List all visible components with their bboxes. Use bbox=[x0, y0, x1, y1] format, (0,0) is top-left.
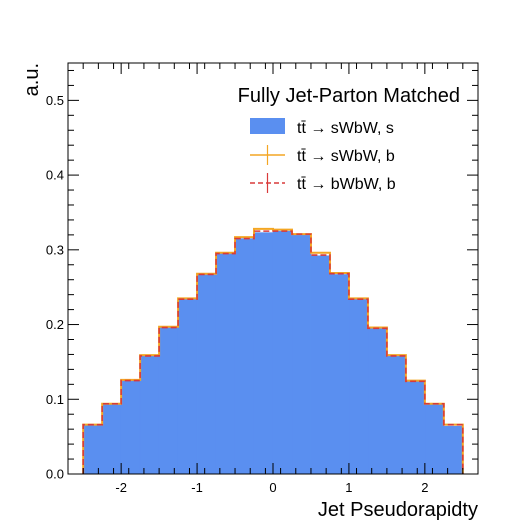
histogram-bin-s0-1 bbox=[101, 404, 122, 475]
legend-label: tt̄ → bWbW, b bbox=[297, 176, 396, 193]
legend-swatch-filled bbox=[250, 118, 285, 134]
histogram-bin-s0-14 bbox=[348, 298, 369, 475]
histogram-bin-s0-3 bbox=[139, 355, 160, 475]
axis-ticks bbox=[68, 63, 478, 475]
histogram-bin-s0-0 bbox=[82, 425, 103, 475]
y-axis-title: a.u. bbox=[21, 63, 43, 96]
histogram-bin-s0-10 bbox=[272, 230, 293, 475]
y-tick-label: 0.3 bbox=[46, 242, 64, 257]
histogram-bin-s0-16 bbox=[386, 355, 407, 475]
axis-tick-labels: -2 -1 0 1 2 0.0 0.1 0.2 0.3 0.4 0.5 bbox=[46, 93, 429, 495]
legend: Fully Jet-Parton Matched tt̄ → sWbW, stt… bbox=[238, 85, 460, 193]
histogram-bin-s0-12 bbox=[310, 255, 331, 475]
histogram-bin-s0-4 bbox=[158, 327, 179, 475]
histogram-bin-s0-9 bbox=[253, 232, 274, 475]
y-tick-label: 0.1 bbox=[46, 392, 64, 407]
filled-histogram bbox=[82, 230, 464, 475]
y-tick-label: 0.2 bbox=[46, 317, 64, 332]
histogram-bin-s0-13 bbox=[329, 274, 350, 475]
x-tick-label: 0 bbox=[269, 480, 276, 495]
legend-title: Fully Jet-Parton Matched bbox=[238, 85, 460, 107]
legend-label: tt̄ → sWbW, s bbox=[297, 120, 394, 137]
line-histograms bbox=[82, 227, 464, 474]
histogram-bin-s0-19 bbox=[443, 425, 464, 475]
x-tick-label: 2 bbox=[421, 480, 428, 495]
histogram-bin-s0-2 bbox=[120, 380, 141, 475]
histogram-bin-s0-18 bbox=[424, 404, 445, 475]
x-tick-label: 1 bbox=[345, 480, 352, 495]
histogram-bin-s0-15 bbox=[367, 327, 388, 475]
histogram-bin-s0-7 bbox=[215, 253, 236, 475]
histogram-bin-s0-11 bbox=[291, 234, 312, 475]
y-tick-label: 0.4 bbox=[46, 168, 64, 183]
histogram-bin-s0-5 bbox=[177, 298, 198, 475]
histogram-bin-s0-6 bbox=[196, 274, 217, 475]
y-tick-label: 0.0 bbox=[46, 467, 64, 482]
histogram-line-s2 bbox=[82, 230, 464, 474]
x-tick-label: -1 bbox=[191, 480, 203, 495]
legend-entries: tt̄ → sWbW, s tt̄ → sWbW, b tt̄ → bWbW, b bbox=[250, 118, 396, 193]
histogram-bin-s0-17 bbox=[405, 381, 426, 475]
x-tick-label: -2 bbox=[115, 480, 127, 495]
y-tick-label: 0.5 bbox=[46, 93, 64, 108]
legend-label: tt̄ → sWbW, b bbox=[297, 148, 395, 165]
x-axis-title: Jet Pseudorapidty bbox=[318, 499, 478, 521]
histogram-bin-s0-8 bbox=[234, 238, 255, 475]
